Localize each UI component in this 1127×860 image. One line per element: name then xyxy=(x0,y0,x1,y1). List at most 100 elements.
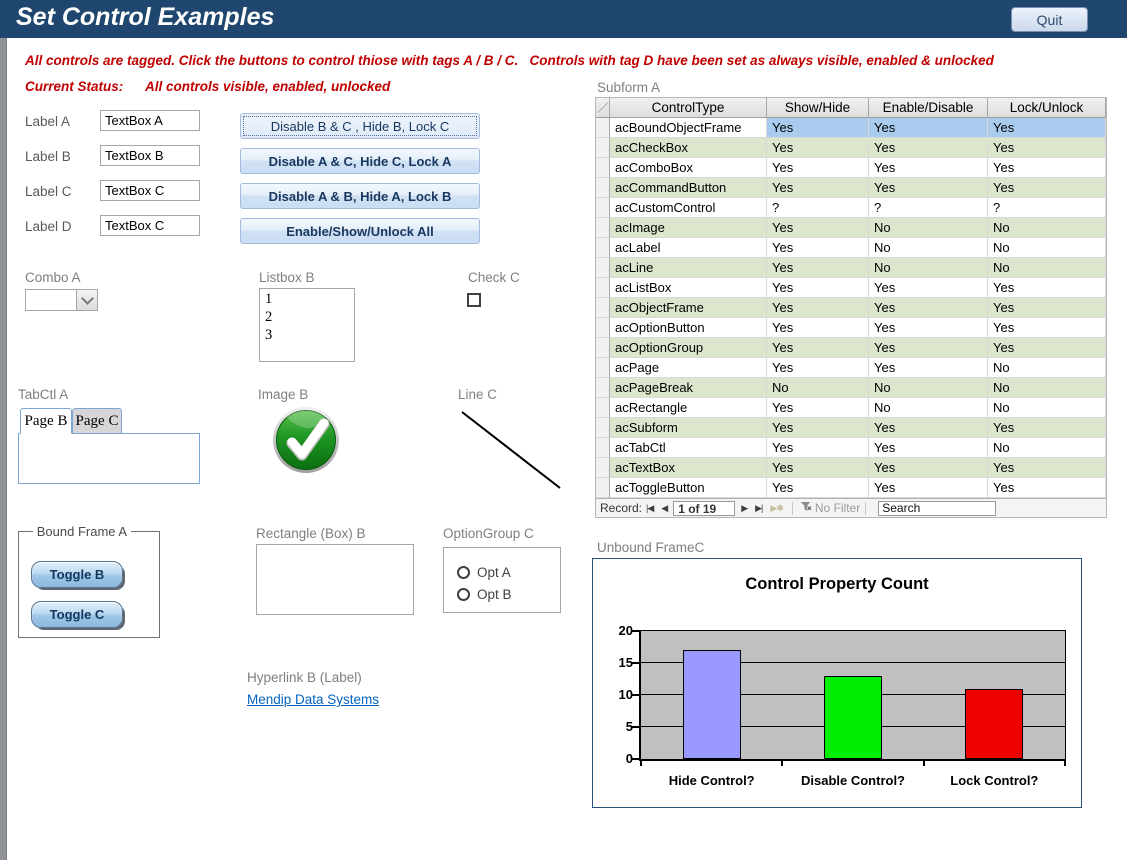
first-record-button[interactable]: |◀ xyxy=(646,502,654,513)
table-cell[interactable]: Yes xyxy=(767,158,869,178)
table-cell[interactable]: Yes xyxy=(988,458,1106,478)
row-selector[interactable] xyxy=(596,418,610,438)
table-cell[interactable]: Yes xyxy=(767,318,869,338)
table-cell[interactable]: Yes xyxy=(767,438,869,458)
new-record-button[interactable]: ▶✱ xyxy=(770,502,783,513)
row-selector[interactable] xyxy=(596,438,610,458)
table-cell[interactable]: acPageBreak xyxy=(610,378,767,398)
table-cell[interactable]: Yes xyxy=(767,418,869,438)
table-cell[interactable]: ? xyxy=(869,198,988,218)
record-position[interactable]: 1 of 19 xyxy=(673,500,736,516)
table-cell[interactable]: Yes xyxy=(988,298,1106,318)
textbox-input[interactable]: TextBox C xyxy=(100,215,200,236)
row-selector[interactable] xyxy=(596,478,610,498)
table-cell[interactable]: acCustomControl xyxy=(610,198,767,218)
row-selector[interactable] xyxy=(596,238,610,258)
table-cell[interactable]: Yes xyxy=(869,338,988,358)
toggle-button[interactable]: Toggle B xyxy=(31,561,123,588)
listbox[interactable]: 1 2 3 xyxy=(259,288,355,362)
row-selector[interactable] xyxy=(596,158,610,178)
table-cell[interactable]: acTabCtl xyxy=(610,438,767,458)
textbox-input[interactable]: TextBox A xyxy=(100,110,200,131)
table-cell[interactable]: acCheckBox xyxy=(610,138,767,158)
previous-record-button[interactable]: ◀ xyxy=(661,502,668,513)
table-cell[interactable]: Yes xyxy=(767,478,869,498)
table-cell[interactable]: Yes xyxy=(869,318,988,338)
table-cell[interactable]: Yes xyxy=(767,398,869,418)
table-cell[interactable]: No xyxy=(988,398,1106,418)
combo-box[interactable] xyxy=(25,289,98,311)
table-cell[interactable]: Yes xyxy=(988,478,1106,498)
table-cell[interactable]: acSubform xyxy=(610,418,767,438)
column-header[interactable]: ControlType xyxy=(610,98,767,117)
table-cell[interactable]: No xyxy=(988,438,1106,458)
table-cell[interactable]: Yes xyxy=(869,158,988,178)
row-selector[interactable] xyxy=(596,198,610,218)
table-cell[interactable]: Yes xyxy=(767,358,869,378)
column-header[interactable]: Show/Hide xyxy=(767,98,869,117)
row-selector[interactable] xyxy=(596,358,610,378)
table-cell[interactable]: Yes xyxy=(988,178,1106,198)
command-button[interactable]: Disable A & B, Hide A, Lock B xyxy=(240,183,480,209)
row-selector[interactable] xyxy=(596,118,610,138)
table-cell[interactable]: Yes xyxy=(767,118,869,138)
table-cell[interactable]: Yes xyxy=(767,458,869,478)
column-header[interactable]: Lock/Unlock xyxy=(988,98,1106,117)
table-cell[interactable]: acComboBox xyxy=(610,158,767,178)
table-cell[interactable]: acToggleButton xyxy=(610,478,767,498)
table-cell[interactable]: ? xyxy=(988,198,1106,218)
table-cell[interactable]: Yes xyxy=(869,178,988,198)
row-selector[interactable] xyxy=(596,258,610,278)
table-cell[interactable]: acRectangle xyxy=(610,398,767,418)
table-cell[interactable]: Yes xyxy=(869,418,988,438)
column-header[interactable]: Enable/Disable xyxy=(869,98,988,117)
last-record-button[interactable]: ▶| xyxy=(755,502,763,513)
select-all-cell[interactable] xyxy=(596,98,610,117)
tab-page-b[interactable]: Page B xyxy=(20,408,72,434)
table-cell[interactable]: No xyxy=(869,258,988,278)
table-cell[interactable]: Yes xyxy=(869,118,988,138)
table-cell[interactable]: Yes xyxy=(988,338,1106,358)
row-selector[interactable] xyxy=(596,298,610,318)
table-cell[interactable]: ? xyxy=(767,198,869,218)
textbox-input[interactable]: TextBox B xyxy=(100,145,200,166)
table-cell[interactable]: Yes xyxy=(767,338,869,358)
table-cell[interactable]: No xyxy=(988,378,1106,398)
listbox-item[interactable]: 3 xyxy=(265,327,273,343)
table-cell[interactable]: acBoundObjectFrame xyxy=(610,118,767,138)
table-cell[interactable]: Yes xyxy=(869,458,988,478)
table-cell[interactable]: acLabel xyxy=(610,238,767,258)
command-button[interactable]: Disable B & C , Hide B, Lock C xyxy=(240,113,480,139)
table-cell[interactable]: acPage xyxy=(610,358,767,378)
table-cell[interactable]: Yes xyxy=(988,138,1106,158)
row-selector[interactable] xyxy=(596,138,610,158)
table-cell[interactable]: acTextBox xyxy=(610,458,767,478)
listbox-item[interactable]: 1 xyxy=(265,291,273,307)
table-cell[interactable]: acListBox xyxy=(610,278,767,298)
table-cell[interactable]: Yes xyxy=(767,238,869,258)
table-cell[interactable]: Yes xyxy=(767,178,869,198)
next-record-button[interactable]: ▶ xyxy=(741,502,748,513)
quit-button[interactable]: Quit xyxy=(1011,7,1088,32)
command-button[interactable]: Disable A & C, Hide C, Lock A xyxy=(240,148,480,174)
table-cell[interactable]: No xyxy=(988,258,1106,278)
row-selector[interactable] xyxy=(596,378,610,398)
search-input[interactable] xyxy=(878,500,997,516)
table-cell[interactable]: No xyxy=(767,378,869,398)
table-cell[interactable]: Yes xyxy=(869,438,988,458)
table-cell[interactable]: No xyxy=(988,218,1106,238)
row-selector[interactable] xyxy=(596,458,610,478)
checkbox[interactable] xyxy=(467,293,481,307)
table-cell[interactable]: Yes xyxy=(869,478,988,498)
row-selector[interactable] xyxy=(596,278,610,298)
row-selector[interactable] xyxy=(596,338,610,358)
table-cell[interactable]: No xyxy=(869,378,988,398)
table-cell[interactable]: acImage xyxy=(610,218,767,238)
row-selector[interactable] xyxy=(596,398,610,418)
listbox-item[interactable]: 2 xyxy=(265,309,273,325)
table-cell[interactable]: Yes xyxy=(869,298,988,318)
table-cell[interactable]: Yes xyxy=(988,158,1106,178)
toggle-button[interactable]: Toggle C xyxy=(31,601,123,628)
row-selector[interactable] xyxy=(596,218,610,238)
tab-page-c[interactable]: Page C xyxy=(72,408,122,434)
